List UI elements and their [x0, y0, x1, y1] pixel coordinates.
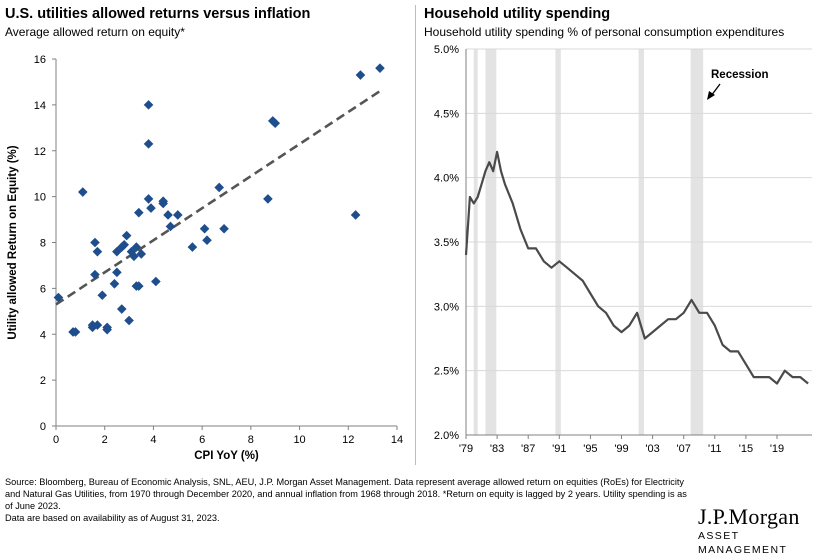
data-point	[116, 304, 127, 314]
data-point	[172, 210, 183, 220]
y-tick-label: 4.5%	[434, 108, 459, 120]
data-point	[70, 327, 81, 337]
trend-line	[55, 90, 381, 306]
logo-subtitle: ASSET MANAGEMENT	[698, 530, 788, 556]
data-point	[112, 267, 122, 278]
data-point	[143, 194, 154, 204]
recession-annotation: Recession	[711, 69, 769, 81]
right-chart-title: Household utility spending	[424, 6, 611, 22]
data-point	[90, 237, 100, 248]
y-tick-label: 3.5%	[434, 237, 459, 249]
x-axis-title: CPI YoY (%)	[194, 450, 259, 462]
x-tick-label: 12	[342, 434, 354, 446]
data-point	[263, 194, 273, 204]
y-tick-label: 6	[40, 283, 46, 295]
data-point	[124, 315, 134, 326]
data-point	[131, 242, 142, 252]
y-tick-label: 16	[34, 54, 46, 66]
data-point	[355, 70, 366, 80]
x-tick-label: '19	[770, 443, 784, 455]
data-point	[187, 242, 198, 252]
footnote-availability: Data are based on availability as of Aug…	[5, 513, 220, 523]
x-tick-label: '11	[708, 443, 722, 455]
data-point	[77, 187, 88, 197]
data-point	[143, 139, 154, 149]
data-point	[199, 223, 210, 234]
panel-divider	[415, 5, 416, 465]
y-tick-label: 8	[40, 238, 46, 250]
data-point	[119, 239, 129, 250]
y-tick-label: 4.0%	[434, 173, 459, 185]
footnote-source: Source: Bloomberg, Bureau of Economic An…	[5, 477, 687, 511]
data-point	[87, 320, 98, 330]
data-point	[350, 210, 361, 220]
y-tick-label: 4	[40, 329, 46, 341]
x-tick-label: '91	[552, 443, 566, 455]
data-point	[109, 278, 120, 289]
data-point	[126, 246, 137, 257]
data-point	[129, 251, 139, 262]
data-point	[214, 182, 224, 193]
jpmorgan-logo: J.P.Morgan ASSET MANAGEMENT	[698, 505, 826, 557]
data-point	[158, 196, 168, 207]
y-tick-label: 2.5%	[434, 366, 459, 378]
y-tick-label: 10	[34, 192, 46, 204]
data-point	[202, 235, 212, 246]
line-chart: 2.0% 2.5% 3.0% 3.5% 4.0% 4.5% 5.0% '79 '83 '87 '91…	[434, 44, 812, 455]
data-point	[165, 221, 176, 232]
x-tick-label: '07	[677, 443, 691, 455]
data-point	[163, 210, 173, 220]
y-tick-label: 14	[34, 100, 46, 112]
data-point	[270, 118, 281, 129]
y-tick-label: 3.0%	[434, 301, 459, 313]
x-tick-label: 8	[248, 434, 254, 446]
data-point	[146, 203, 156, 213]
logo-wordmark: J.P.Morgan	[698, 504, 800, 529]
data-point	[90, 269, 100, 280]
y-tick-label: 2.0%	[434, 430, 459, 442]
utility-spending-series-line	[464, 150, 809, 385]
data-point	[97, 290, 108, 301]
scatter-chart: 0 2 4 6 8 10 12 14 16 0 2 4 6 8 10 12 14 CPI YoY (%) Utili…	[7, 54, 403, 462]
x-tick-label: '83	[490, 443, 504, 455]
x-tick-label: '95	[583, 443, 597, 455]
left-chart-title: U.S. utilities allowed returns versus in…	[5, 6, 311, 22]
data-point	[151, 276, 161, 287]
x-tick-label: '15	[739, 443, 753, 455]
x-tick-label: '87	[521, 443, 535, 455]
data-point	[219, 223, 229, 234]
right-chart-subtitle: Household utility spending % of personal…	[424, 25, 785, 39]
y-tick-label: 12	[34, 146, 46, 158]
x-tick-label: '99	[614, 443, 628, 455]
data-point	[112, 246, 122, 257]
data-point	[92, 246, 103, 257]
x-tick-label: '79	[459, 443, 473, 455]
source-footnote: Source: Bloomberg, Bureau of Economic An…	[5, 476, 695, 524]
y-tick-label: 2	[40, 375, 46, 387]
data-point	[375, 63, 385, 73]
data-point	[134, 281, 144, 291]
data-point	[53, 292, 64, 303]
x-tick-label: 0	[53, 434, 59, 446]
y-tick-label: 0	[40, 421, 46, 433]
x-tick-label: '03	[645, 443, 659, 455]
left-chart-subtitle: Average allowed return on equity*	[5, 25, 185, 39]
data-point	[121, 230, 132, 241]
data-point	[102, 322, 112, 333]
x-tick-label: 14	[391, 434, 403, 446]
annotation-arrow-head	[707, 91, 715, 100]
x-tick-label: 10	[293, 434, 305, 446]
y-tick-label: 5.0%	[434, 44, 459, 56]
data-point	[136, 249, 147, 259]
y-axis-title: Utility allowed Return on Equity (%)	[7, 145, 19, 339]
data-point	[134, 207, 144, 218]
data-point	[92, 320, 103, 330]
x-tick-label: 4	[150, 434, 156, 446]
x-tick-label: 6	[199, 434, 205, 446]
x-tick-label: 2	[102, 434, 108, 446]
data-point	[143, 100, 154, 110]
